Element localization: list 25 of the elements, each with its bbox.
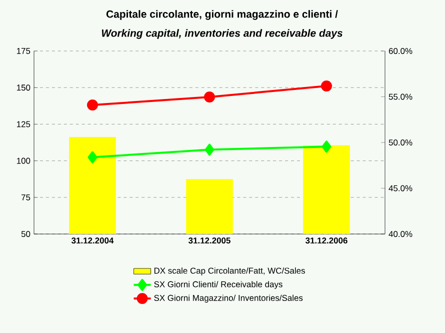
x-tick-label: 31.12.2005 <box>188 238 230 244</box>
y-tick-label: 50 <box>21 231 30 237</box>
legend-label: DX scale Cap Circolante/Fatt, WC/Sales <box>154 267 305 276</box>
point <box>87 100 98 111</box>
y-tick-label: 150 <box>16 84 30 91</box>
y-tick-label: 125 <box>16 121 30 128</box>
point <box>88 151 98 164</box>
legend-label: SX Giorni Clienti/ Receivable days <box>154 281 282 289</box>
point <box>204 91 215 102</box>
point <box>321 80 332 92</box>
point <box>204 144 214 156</box>
legend-label: SX Giorni Magazzino/ Inventories/Sales <box>154 294 303 303</box>
y-tick-label: 75 <box>22 194 30 200</box>
y2-tick-label: 45.0% <box>388 185 412 192</box>
x-tick-label: 31.12.2004 <box>71 238 114 244</box>
y2-tick-label: 55.0% <box>388 94 412 100</box>
y2-tick-label: 40.0% <box>388 231 412 237</box>
y2-tick-label: 50.0% <box>388 140 412 146</box>
y2-tick-label: 60.0% <box>388 48 412 54</box>
point <box>322 140 332 153</box>
chart-title: Capitale circolante, giorni magazzino e clienti / <box>106 10 338 20</box>
chart-subtitle: Working capital, inventories and receivable days <box>102 29 342 39</box>
x-tick-label: 31.12.2006 <box>305 238 348 244</box>
y-tick-label: 175 <box>16 48 30 54</box>
y-tick-label: 100 <box>16 158 30 164</box>
